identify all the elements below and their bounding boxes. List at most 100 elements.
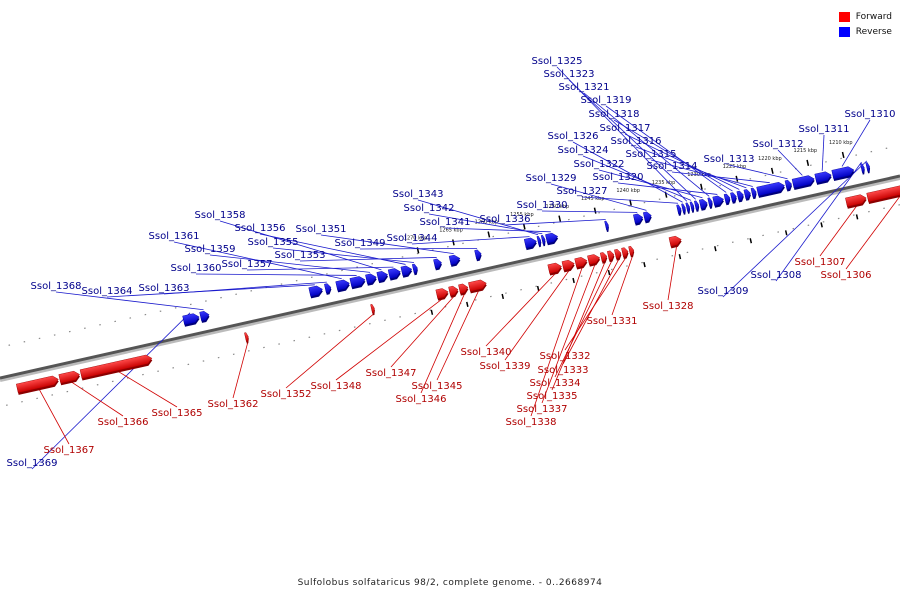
leader-line — [611, 255, 634, 316]
leader-line — [582, 155, 692, 201]
gene-label-ssol-1308: Ssol_1308 — [751, 270, 802, 281]
gene-arrow-ssol-1342 — [540, 234, 546, 247]
scale-tick-label: 1225 kbp — [723, 164, 747, 170]
gene-arrow-ssol-1355 — [411, 263, 418, 276]
gene-arrow-ssol-1353 — [433, 258, 442, 271]
gene-label-ssol-1321: Ssol_1321 — [559, 82, 610, 93]
leader-line — [568, 79, 696, 200]
gene-label-ssol-1326: Ssol_1326 — [548, 131, 599, 142]
leader-line — [219, 220, 382, 271]
scale-tick — [452, 239, 455, 246]
leader-line — [624, 133, 740, 190]
gene-arrow-ssol-1318 — [730, 192, 737, 204]
gene-label-ssol-1323: Ssol_1323 — [544, 69, 595, 80]
gene-label-ssol-1322: Ssol_1322 — [574, 159, 625, 170]
leader-line — [246, 266, 394, 271]
gene-arrow-ssol-1348 — [435, 288, 449, 301]
gene-features — [16, 162, 900, 395]
scale-tick-lower — [749, 238, 753, 244]
gene-arrow-ssol-1352 — [370, 304, 375, 316]
gene-arrow-ssol-1327 — [676, 204, 682, 216]
gene-arrow-ssol-1341 — [545, 232, 559, 246]
gene-arrow-ssol-1356 — [400, 265, 413, 278]
gene-label-ssol-1333: Ssol_1333 — [538, 365, 589, 376]
gene-label-ssol-1358: Ssol_1358 — [195, 210, 246, 221]
gene-label-ssol-1342: Ssol_1342 — [404, 203, 455, 214]
leader-line — [728, 164, 788, 180]
gene-label-ssol-1369: Ssol_1369 — [7, 458, 58, 469]
leader-line — [444, 227, 551, 233]
gene-arrow-ssol-1357 — [387, 268, 401, 281]
leader-line — [821, 134, 825, 171]
leader-line — [541, 210, 638, 213]
gene-label-ssol-1346: Ssol_1346 — [396, 394, 447, 405]
gene-arrow-ssol-1315 — [750, 187, 757, 200]
gene-arrow-ssol-1365 — [79, 354, 153, 381]
gene-label-ssol-1347: Ssol_1347 — [366, 368, 417, 379]
gene-label-ssol-1314: Ssol_1314 — [647, 161, 698, 172]
gene-label-ssol-1320: Ssol_1320 — [593, 172, 644, 183]
gene-arrow-ssol-1326 — [681, 203, 686, 215]
gene-arrow-ssol-1314 — [756, 182, 785, 198]
leader-line — [390, 295, 456, 368]
gene-arrow-ssol-1329 — [642, 211, 652, 224]
gene-label-ssol-1357: Ssol_1357 — [222, 259, 273, 270]
scale-tick — [558, 215, 562, 222]
gene-label-ssol-1312: Ssol_1312 — [753, 139, 804, 150]
gene-arrow-ssol-1364 — [308, 285, 323, 299]
leader-line — [417, 199, 539, 236]
leader-line — [420, 292, 466, 394]
gene-label-ssol-1330: Ssol_1330 — [517, 200, 568, 211]
scale-tick-lower — [784, 230, 788, 236]
gene-arrow-ssol-1345 — [468, 279, 487, 294]
gene-label-ssol-1340: Ssol_1340 — [461, 347, 512, 358]
gene-label-ssol-1361: Ssol_1361 — [149, 231, 200, 242]
gene-arrow-ssol-1313 — [784, 179, 793, 192]
leader-line — [775, 161, 862, 282]
reverse-swatch — [838, 26, 850, 37]
gene-arrow-ssol-1338 — [574, 257, 588, 270]
gene-label-ssol-1318: Ssol_1318 — [589, 109, 640, 120]
leader-line — [55, 291, 204, 311]
gene-arrow-ssol-1334 — [607, 250, 615, 263]
leader-line — [31, 312, 191, 470]
scale-tick-label: 1255 kbp — [510, 212, 534, 218]
leader-line — [272, 247, 415, 263]
leader-line — [671, 171, 770, 184]
leader-line — [845, 195, 900, 270]
gene-arrow-ssol-1309 — [865, 162, 871, 174]
scale-tick-label: 1215 kbp — [794, 148, 818, 154]
backbone-line — [0, 174, 900, 380]
gene-arrow-ssol-1335 — [599, 252, 608, 264]
gene-arrow-ssol-1339 — [561, 259, 575, 273]
gene-label-ssol-1365: Ssol_1365 — [152, 408, 203, 419]
scale-tick-label: 1260 kbp — [475, 220, 499, 226]
legend-reverse: Reverse — [838, 24, 892, 39]
gene-arrow-ssol-1308 — [860, 163, 865, 175]
leader-line — [195, 273, 357, 276]
scale-tick — [487, 231, 491, 238]
scale-tick-lower — [501, 293, 505, 300]
gene-label-ssol-1313: Ssol_1313 — [704, 154, 755, 165]
gene-label-ssol-1363: Ssol_1363 — [139, 283, 190, 294]
gene-arrow-ssol-1362 — [244, 332, 249, 344]
gene-arrow-ssol-1332 — [621, 247, 629, 259]
leader-line — [605, 105, 727, 193]
gene-arrow-ssol-1367 — [16, 375, 59, 395]
gene-arrow-ssol-1349 — [474, 249, 482, 262]
gene-label-ssol-1336: Ssol_1336 — [480, 214, 531, 225]
scale-tick — [593, 207, 597, 214]
reverse-label: Reverse — [855, 26, 892, 37]
gene-label-ssol-1307: Ssol_1307 — [795, 257, 846, 268]
leader-line — [819, 204, 858, 257]
gene-arrow-ssol-1322 — [698, 199, 708, 211]
gene-label-ssol-1324: Ssol_1324 — [558, 145, 609, 156]
gene-arrow-ssol-1336 — [604, 220, 609, 233]
gene-arrow-ssol-1307 — [845, 194, 867, 209]
leader-line — [232, 341, 249, 399]
leader-line — [613, 119, 733, 192]
scale-tick-lower — [466, 301, 469, 307]
leader-line — [667, 245, 678, 301]
gene-arrow-ssol-1325 — [685, 202, 691, 214]
